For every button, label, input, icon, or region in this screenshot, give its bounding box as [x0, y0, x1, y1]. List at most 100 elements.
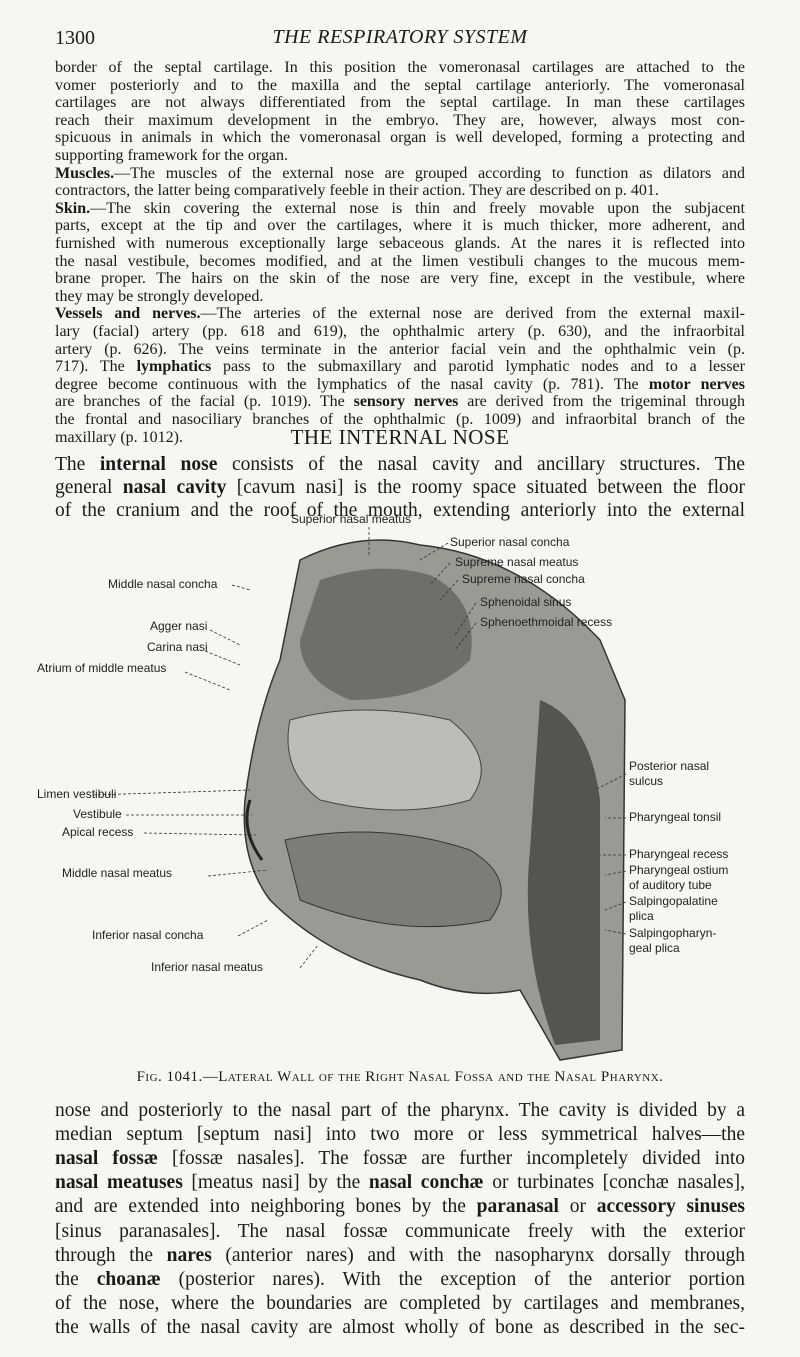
figure-label: geal plica: [629, 941, 680, 955]
text-run: median septum [septum nasi] into two mor…: [55, 1124, 745, 1146]
text-run: the walls of the nasal cavity are almost…: [55, 1316, 745, 1338]
text-run: degree become continuous with the lympha…: [55, 375, 649, 393]
figure-label: Pharyngeal ostium: [629, 863, 728, 877]
figure-label: sulcus: [629, 774, 663, 788]
text-run: nose and posteriorly to the nasal part o…: [55, 1100, 745, 1121]
text-line: nasal fossæ [fossæ nasales]. The fossæ a…: [55, 1147, 745, 1171]
leader-line: [231, 584, 251, 591]
text-line: reach their maximum development in the e…: [55, 112, 745, 130]
running-title: THE RESPIRATORY SYSTEM: [272, 26, 528, 48]
bold-term: nasal meatuses: [55, 1172, 183, 1194]
text-line: general nasal cavity [cavum nasi] is the…: [55, 476, 745, 499]
leader-line: [419, 542, 449, 561]
text-run: —The skin covering the external nose is …: [90, 199, 745, 217]
text-run: [meatus nasi] by the: [182, 1172, 369, 1194]
text-line: parts, except at the tip and over the ca…: [55, 217, 745, 235]
figure-label: Pharyngeal recess: [629, 847, 728, 861]
text-run: general: [55, 477, 123, 499]
leader-line: [207, 869, 269, 877]
leader-line: [604, 901, 627, 911]
text-run: consists of the nasal cavity and ancilla…: [217, 454, 745, 475]
text-run: vomer posteriorly and to the maxilla and…: [55, 76, 745, 94]
text-run: of the cranium and the roof of the mouth…: [55, 500, 745, 522]
leader-line: [184, 671, 231, 691]
figure-label: of auditory tube: [629, 878, 712, 892]
text-line: degree become continuous with the lympha…: [55, 376, 745, 394]
bold-term: choanæ: [96, 1268, 161, 1290]
bold-term: Vessels and nerves.: [55, 305, 201, 323]
text-run: through the: [55, 1244, 167, 1266]
figure-label: Apical recess: [62, 825, 133, 839]
figure-label: Salpingopalatine: [629, 894, 718, 908]
figure-label: Superior nasal meatus: [291, 512, 411, 526]
text-run: (posterior nares). With the exception of…: [160, 1268, 745, 1290]
figure-label: Carina nasi: [147, 640, 208, 654]
text-run: are branches of the facial (p. 1019). Th…: [55, 393, 354, 411]
text-run: border of the septal cartilage. In this …: [55, 59, 745, 76]
text-run: reach their maximum development in the e…: [55, 111, 745, 129]
text-run: are derived from the trigeminal through: [458, 393, 746, 411]
figure-label: Sphenoidal sinus: [480, 595, 571, 609]
bold-term: nasal conchæ: [368, 1172, 484, 1194]
bold-term: sensory nerves: [353, 393, 459, 411]
text-run: the nasal vestibule, becomes modified, a…: [55, 252, 745, 270]
text-run: furnished with numerous exceptionally la…: [55, 235, 745, 252]
figure-label: Salpingopharyn-: [629, 926, 716, 940]
figure-caption: Fig. 1041.—Lateral Wall of the Right Nas…: [136, 1069, 664, 1085]
figure-label: Posterior nasal: [629, 759, 709, 773]
figure-label: plica: [629, 909, 654, 923]
text-run: —The muscles of the external nose are gr…: [114, 164, 745, 182]
figure-label: Vestibule: [73, 807, 122, 821]
bold-term: Muscles.: [55, 164, 115, 182]
text-line: are branches of the facial (p. 1019). Th…: [55, 393, 745, 411]
text-run: [sinus paranasales]. The nasal fossæ com…: [55, 1220, 745, 1242]
bold-term: Skin.: [55, 199, 91, 217]
bold-term: nasal cavity: [122, 477, 227, 499]
text-run: brane proper. The hairs on the skin of t…: [55, 270, 745, 288]
bold-term: nasal fossæ: [55, 1148, 158, 1170]
leader-line: [209, 629, 241, 646]
figure-label: Inferior nasal concha: [92, 928, 204, 942]
illustration: [243, 539, 626, 1061]
text-run: spicuous in animals in which the vomeron…: [55, 129, 745, 147]
text-line: nasal meatuses [meatus nasi] by the nasa…: [55, 1171, 745, 1195]
text-line: and are extended into neighboring bones …: [55, 1195, 745, 1219]
figure-label: Agger nasi: [150, 619, 207, 633]
text-run: parts, except at the tip and over the ca…: [55, 217, 745, 235]
leader-line: [454, 622, 477, 651]
text-run: of the nose, where the boundaries are co…: [55, 1292, 745, 1314]
text-run: artery (p. 626). The veins terminate in …: [55, 340, 745, 358]
section-heading: THE INTERNAL NOSE: [290, 425, 510, 449]
text-line: 717). The lymphatics pass to the submaxi…: [55, 358, 745, 376]
text-line: border of the septal cartilage. In this …: [55, 59, 745, 77]
leader-line: [299, 944, 319, 969]
text-line: Skin.—The skin covering the external nos…: [55, 200, 745, 218]
bold-term: paranasal: [476, 1196, 559, 1218]
leader-line: [604, 870, 627, 876]
text-line: artery (p. 626). The veins terminate in …: [55, 341, 745, 359]
leader-line: [92, 789, 251, 796]
text-run: or: [558, 1196, 597, 1218]
leader-line: [204, 650, 241, 666]
text-line: the nasal vestibule, becomes modified, a…: [55, 253, 745, 271]
leader-line: [439, 579, 459, 601]
figure-label: Limen vestibuli: [37, 787, 116, 801]
text-line: the frontal and nasociliary branches of …: [55, 411, 745, 429]
text-run: 717). The: [55, 358, 137, 376]
bold-term: lymphatics: [136, 358, 212, 376]
text-run: the: [55, 1268, 97, 1290]
text-line: [sinus paranasales]. The nasal fossæ com…: [55, 1220, 745, 1244]
bold-term: motor nerves: [648, 375, 746, 393]
leader-line: [237, 919, 269, 937]
text-run: lary (facial) artery (pp. 618 and 619), …: [55, 323, 745, 340]
text-line: furnished with numerous exceptionally la…: [55, 235, 745, 253]
text-run: [fossæ nasales]. The fossæ are further i…: [157, 1148, 745, 1170]
bold-term: accessory sinuses: [596, 1196, 745, 1218]
figure-label: Supreme nasal meatus: [455, 555, 578, 569]
text-line: the choanæ (posterior nares). With the e…: [55, 1268, 745, 1292]
text-run: supporting framework for the organ.: [55, 147, 288, 164]
text-line: of the cranium and the roof of the mouth…: [55, 499, 745, 522]
figure-label: Inferior nasal meatus: [151, 960, 263, 974]
